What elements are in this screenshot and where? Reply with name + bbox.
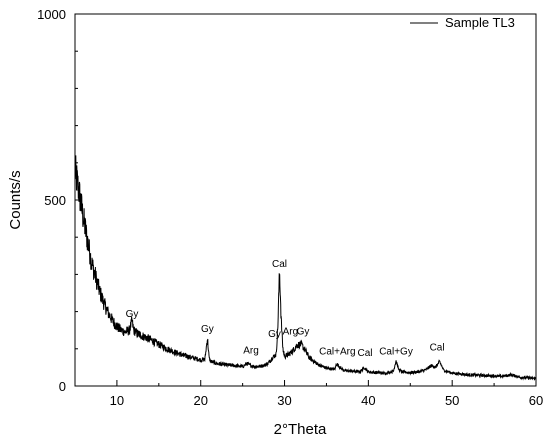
y-tick-label: 500 bbox=[44, 193, 66, 208]
x-axis-title: 2°Theta bbox=[274, 421, 327, 438]
axis-tick-labels: 10 20 30 40 50 60 0 500 1000 bbox=[37, 7, 543, 408]
series-layer bbox=[74, 155, 536, 381]
x-tick-label: 60 bbox=[529, 393, 543, 408]
peak-label: Cal+Arg bbox=[319, 346, 355, 357]
legend-label: Sample TL3 bbox=[445, 15, 515, 30]
x-tick-label: 10 bbox=[110, 393, 124, 408]
y-tick-label: 0 bbox=[59, 379, 66, 394]
axis-ticks bbox=[74, 13, 537, 387]
x-tick-label: 30 bbox=[277, 393, 291, 408]
peak-label: Cal bbox=[358, 348, 373, 359]
peak-label: Cal+Gy bbox=[379, 346, 413, 357]
x-tick-label: 50 bbox=[445, 393, 459, 408]
peak-label: Gy bbox=[201, 324, 214, 335]
peak-label: Arg bbox=[243, 345, 259, 356]
peak-label: Cal bbox=[272, 259, 287, 270]
peak-label: Gy bbox=[126, 309, 139, 320]
peak-label: Gy bbox=[268, 329, 281, 340]
peak-label: Arg bbox=[283, 327, 299, 338]
legend: Sample TL3 bbox=[410, 15, 515, 30]
y-tick-label: 1000 bbox=[37, 7, 66, 22]
series-line-sample-tl3 bbox=[74, 155, 536, 381]
y-axis-title: Counts/s bbox=[7, 170, 24, 229]
peak-label: Cal bbox=[430, 343, 445, 354]
x-tick-label: 20 bbox=[193, 393, 207, 408]
x-tick-label: 40 bbox=[361, 393, 375, 408]
peak-label: Gy bbox=[297, 327, 310, 338]
